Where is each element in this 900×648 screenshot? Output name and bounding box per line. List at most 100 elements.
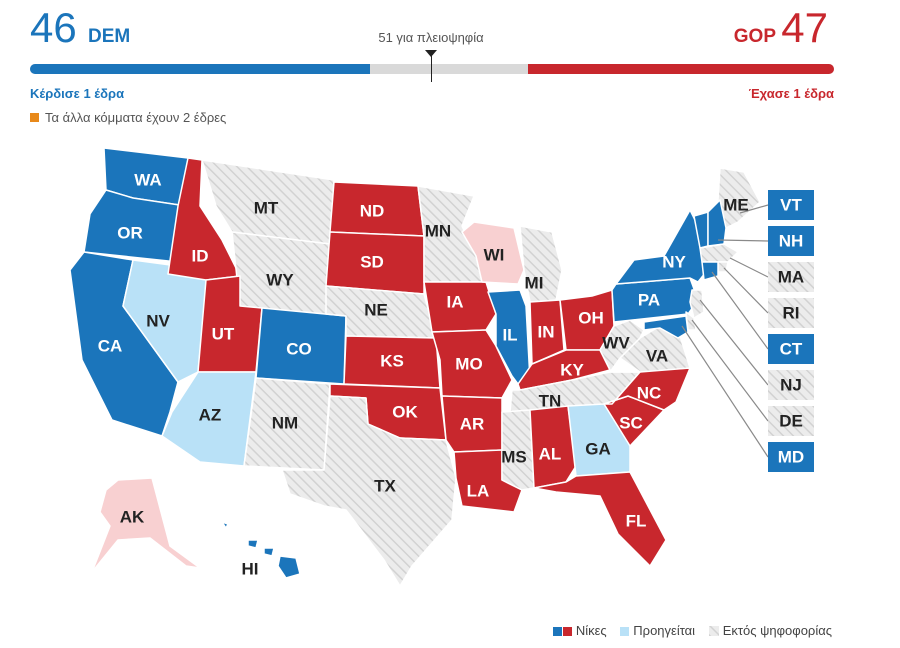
not-up-swatch-icon (708, 626, 719, 636)
state-label-MN: MN (425, 221, 451, 240)
state-label-LA: LA (467, 481, 490, 500)
state-label-MO: MO (455, 354, 482, 373)
state-label-WA: WA (134, 170, 161, 189)
gop-seat-bar (527, 64, 834, 74)
state-MA[interactable] (699, 243, 739, 263)
gop-label: GOP (733, 26, 776, 47)
callout-label-MD: MD (778, 447, 804, 466)
state-label-OR: OR (117, 223, 143, 242)
state-label-CA: CA (98, 336, 123, 355)
state-label-OH: OH (578, 308, 604, 327)
legend-not-up-label: Εκτός ψηφοφορίας (722, 623, 832, 638)
callout-MD[interactable]: MD (768, 442, 814, 472)
dem-win-swatch-icon (552, 627, 562, 636)
state-AL[interactable] (529, 405, 577, 489)
callout-RI[interactable]: RI (768, 298, 814, 328)
legend-wins: Νίκες (552, 623, 607, 638)
majority-threshold-label: 51 για πλειοψηφία (378, 30, 484, 45)
state-label-WV: WV (602, 333, 630, 352)
other-parties-text: Τα άλλα κόμματα έχουν 2 έδρες (45, 110, 227, 125)
state-label-MI: MI (525, 273, 544, 292)
state-AZ[interactable] (161, 371, 257, 467)
callout-label-MA: MA (778, 267, 804, 286)
callout-MA[interactable]: MA (768, 262, 814, 292)
state-NC[interactable] (603, 367, 691, 411)
callout-label-NJ: NJ (780, 375, 802, 394)
callout-label-CT: CT (780, 339, 803, 358)
callout-box-RI[interactable] (768, 298, 814, 328)
state-label-IA: IA (447, 292, 464, 311)
callout-box-MA[interactable] (768, 262, 814, 292)
callout-box-NH[interactable] (768, 226, 814, 256)
state-label-KS: KS (380, 351, 404, 370)
callout-box-CT[interactable] (768, 334, 814, 364)
state-label-SC: SC (619, 413, 643, 432)
dem-label: DEM (88, 26, 131, 47)
legend-leading-label: Προηγείται (633, 623, 696, 638)
state-label-IN: IN (538, 322, 555, 341)
seat-balance-bar (30, 64, 834, 74)
senate-scoreboard: 46 DEM 51 για πλειοψηφία GOP 47 Κέρδισε … (0, 0, 900, 140)
dem-seat-change: Κέρδισε 1 έδρα (30, 86, 125, 101)
state-label-AZ: AZ (199, 405, 222, 424)
legend-leading: Προηγείται (620, 623, 695, 638)
state-WV[interactable] (599, 319, 645, 373)
callout-NJ[interactable]: NJ (768, 370, 814, 400)
dem-seat-bar (30, 64, 371, 74)
state-label-KY: KY (560, 360, 584, 379)
state-label-FL: FL (626, 511, 647, 530)
state-label-HI: HI (242, 559, 259, 578)
gop-seat-change: Έχασε 1 έδρα (748, 86, 834, 101)
callout-VT[interactable]: VT (768, 190, 814, 220)
state-MO[interactable] (431, 329, 513, 399)
state-MD[interactable] (643, 315, 689, 339)
state-ME[interactable] (717, 167, 761, 229)
dem-seat-count: 46 (30, 4, 77, 51)
state-IA[interactable] (423, 281, 497, 333)
callout-CT[interactable]: CT (768, 334, 814, 364)
callout-NH[interactable]: NH (768, 226, 814, 256)
callout-box-VT[interactable] (768, 190, 814, 220)
state-label-MT: MT (254, 198, 279, 217)
state-label-GA: GA (585, 439, 611, 458)
state-label-ID: ID (192, 246, 209, 265)
state-label-PA: PA (638, 290, 660, 309)
gop-win-swatch-icon (562, 627, 572, 636)
gop-seat-count: 47 (781, 4, 828, 51)
map-legend: Νίκες Προηγείται Εκτός ψηφοφορίας (543, 623, 832, 638)
leading-swatch-icon (620, 627, 630, 636)
state-label-AR: AR (460, 414, 485, 433)
state-label-OK: OK (392, 402, 418, 421)
state-FL[interactable] (533, 471, 667, 567)
legend-wins-label: Νίκες (575, 623, 607, 638)
state-label-NC: NC (637, 383, 662, 402)
callout-label-VT: VT (780, 195, 802, 214)
state-label-MS: MS (501, 447, 527, 466)
majority-marker-icon (425, 50, 437, 57)
state-NJ[interactable] (689, 289, 705, 319)
state-IN[interactable] (529, 299, 565, 365)
state-label-WI: WI (484, 245, 505, 264)
callout-box-DE[interactable] (768, 406, 814, 436)
callout-box-NJ[interactable] (768, 370, 814, 400)
callout-label-RI: RI (783, 303, 800, 322)
state-label-SD: SD (360, 252, 384, 271)
callout-box-MD[interactable] (768, 442, 814, 472)
state-label-VA: VA (646, 346, 668, 365)
small-state-connector-lines (681, 204, 769, 458)
state-AK[interactable] (91, 477, 201, 573)
state-label-AL: AL (539, 444, 562, 463)
state-label-NM: NM (272, 413, 298, 432)
others-swatch-icon (30, 113, 39, 122)
state-WI[interactable] (461, 221, 525, 285)
state-label-ND: ND (360, 201, 385, 220)
state-label-AK: AK (120, 507, 145, 526)
state-label-UT: UT (212, 324, 235, 343)
state-NY[interactable] (615, 209, 707, 285)
callout-DE[interactable]: DE (768, 406, 814, 436)
state-HI[interactable] (221, 521, 301, 579)
state-label-IL: IL (502, 325, 517, 344)
state-NH[interactable] (707, 199, 727, 247)
state-TX[interactable] (281, 395, 457, 587)
